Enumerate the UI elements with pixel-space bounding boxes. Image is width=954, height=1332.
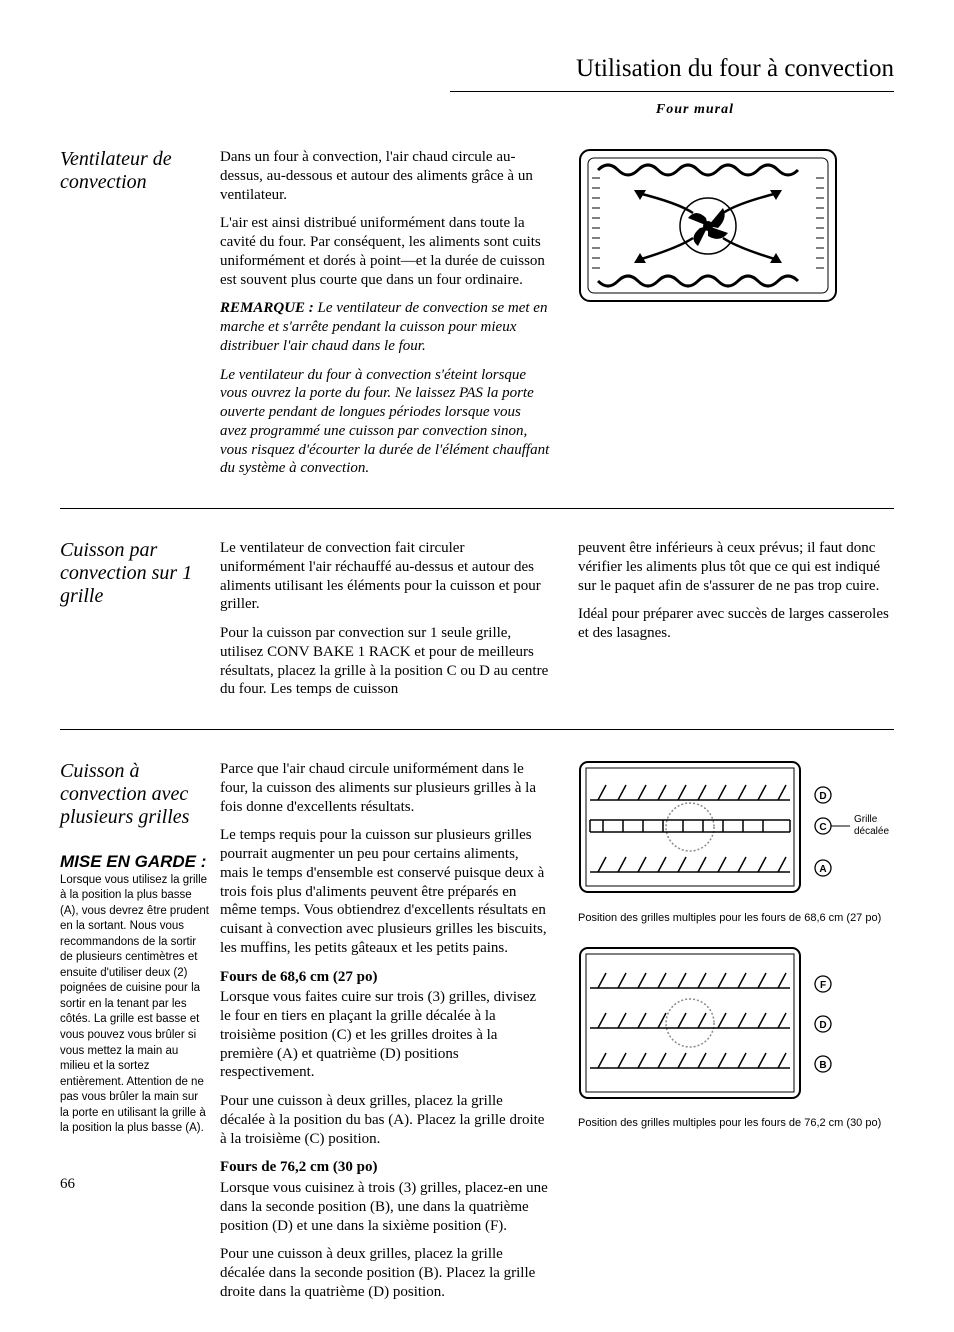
page-title: Utilisation du four à convection [60,55,894,83]
section-ventilateur: Ventilateur de convection Dans un four à… [60,148,894,509]
body-text: Dans un four à convection, l'air chaud c… [220,148,550,204]
page-subtitle: Four mural [60,102,894,118]
page-number: 66 [60,1176,75,1193]
section-cuisson-1-grille: Cuisson par convection sur 1 grille Le v… [60,539,894,730]
rack-label: D [819,1020,826,1031]
rack-label: C [819,822,826,833]
section-heading: Ventilateur de convection [60,148,210,194]
note-label: REMARQUE : [220,300,314,316]
rack-label: F [820,980,826,991]
header-rule [450,91,894,92]
body-text: Lorsque vous faites cuire sur trois (3) … [220,988,550,1082]
body-text: Le temps requis pour la cuisson sur plus… [220,826,550,957]
sub-heading: Fours de 68,6 cm (27 po) [220,968,550,987]
rack-label: D [819,791,826,802]
section-cuisson-multi: Cuisson à convection avec plusieurs gril… [60,760,894,1332]
convection-fan-diagram [578,148,894,309]
rack-diagram-30: F D B [578,946,898,1112]
offset-label-line1: Grille [854,814,878,825]
body-text: Pour une cuisson à deux grilles, placez … [220,1092,550,1148]
rack-label: B [819,1060,826,1071]
offset-label-line2: décalée [854,826,889,837]
body-text: Pour la cuisson par convection sur 1 seu… [220,624,550,699]
section-heading: Cuisson par convection sur 1 grille [60,539,210,608]
diagram-caption: Position des grilles multiples pour les … [578,1117,898,1131]
body-text-italic: Le ventilateur du four à convection s'ét… [220,366,550,479]
body-text: Lorsque vous cuisinez à trois (3) grille… [220,1179,550,1235]
body-text: L'air est ainsi distribué uniformément d… [220,214,550,289]
rack-label: A [819,864,826,875]
note-text: REMARQUE : Le ventilateur de convection … [220,299,550,355]
section-heading: Cuisson à convection avec plusieurs gril… [60,760,210,829]
sub-heading: Fours de 76,2 cm (30 po) [220,1158,550,1177]
body-text: Le ventilateur de convection fait circul… [220,539,550,614]
body-text: peuvent être inférieurs à ceux prévus; i… [578,539,894,595]
diagram-caption: Position des grilles multiples pour les … [578,912,898,926]
body-text: Parce que l'air chaud circule uniforméme… [220,760,550,816]
warning-body: Lorsque vous utilisez la grille à la pos… [60,873,210,1137]
rack-diagram-27: D C A Grille décalée [578,760,898,906]
body-text: Pour une cuisson à deux grilles, placez … [220,1245,550,1301]
warning-heading: MISE EN GARDE : [60,853,210,871]
body-text: Idéal pour préparer avec succès de large… [578,605,894,643]
